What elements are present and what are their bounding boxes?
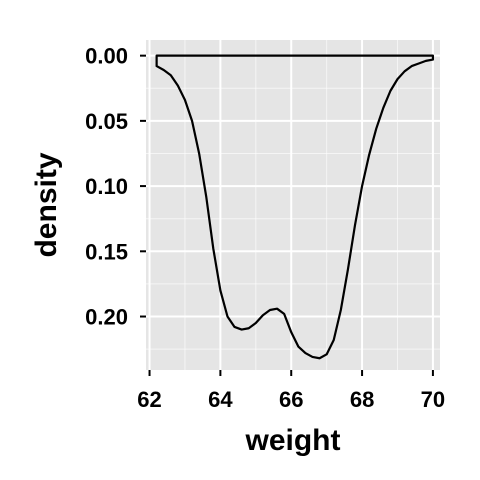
x-axis: 62 64 66 68 70 xyxy=(137,370,445,412)
density-curve xyxy=(155,54,435,360)
y-tick-label: 0.15 xyxy=(85,239,128,264)
minor-gridlines xyxy=(146,40,440,370)
y-tick-label: 0.20 xyxy=(85,305,128,330)
x-tick-label: 68 xyxy=(350,387,374,412)
y-tick-label: 0.05 xyxy=(85,109,128,134)
x-tick-label: 64 xyxy=(208,387,233,412)
y-axis-title: density xyxy=(30,152,63,257)
y-tick-label: 0.10 xyxy=(85,174,128,199)
x-tick-label: 62 xyxy=(137,387,161,412)
y-tick-label: 0.00 xyxy=(85,44,128,69)
major-gridlines xyxy=(146,40,440,370)
plot-panel xyxy=(146,40,440,370)
x-tick-label: 70 xyxy=(421,387,445,412)
y-axis: 0.00 0.05 0.10 0.15 0.20 xyxy=(85,44,146,330)
x-tick-label: 66 xyxy=(279,387,303,412)
x-axis-title: weight xyxy=(245,424,341,457)
